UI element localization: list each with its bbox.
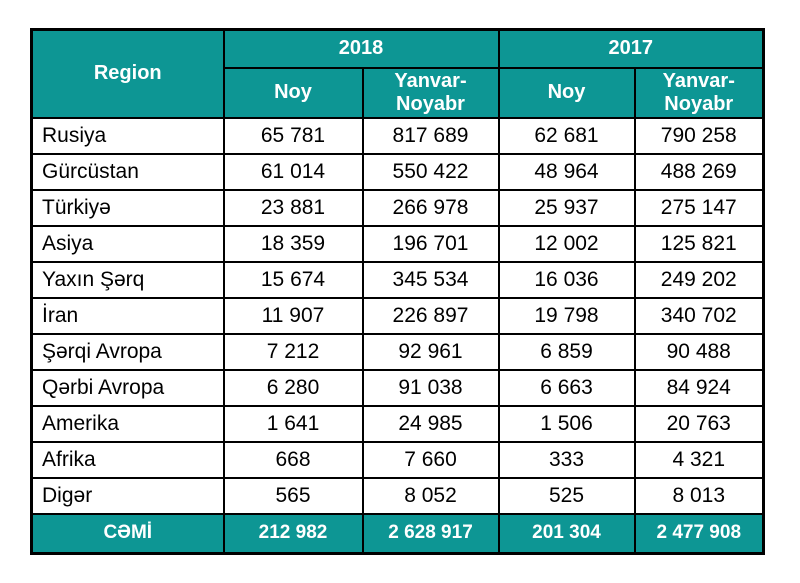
value-cell: 790 258 — [633, 116, 765, 155]
year-2018-header: 2018 — [222, 28, 500, 69]
header-row-subcolumns: Noy Yanvar-Noyabr Noy Yanvar-Noyabr — [32, 66, 765, 119]
region-cell: Yaxın Şərq — [30, 260, 225, 299]
region-cell: İran — [30, 296, 225, 335]
region-cell: Gürcüstan — [30, 152, 225, 191]
value-cell: 8 013 — [633, 476, 765, 515]
value-cell: 19 798 — [497, 296, 636, 335]
value-cell: 6 280 — [222, 368, 364, 407]
value-cell: 4 321 — [633, 440, 765, 479]
value-cell: 91 038 — [361, 368, 500, 407]
value-cell: 62 681 — [497, 116, 636, 155]
value-cell: 333 — [497, 440, 636, 479]
value-cell: 15 674 — [222, 260, 364, 299]
table-row: Asiya 18 359 196 701 12 002 125 821 — [30, 224, 765, 263]
value-cell: 1 506 — [497, 404, 636, 443]
value-cell: 125 821 — [633, 224, 765, 263]
region-cell: Şərqi Avropa — [30, 332, 225, 371]
value-cell: 196 701 — [361, 224, 500, 263]
value-cell: 65 781 — [222, 116, 364, 155]
value-cell: 25 937 — [497, 188, 636, 227]
header-row-years: Region 2018 2017 — [30, 28, 765, 119]
table-row: Şərqi Avropa 7 212 92 961 6 859 90 488 — [30, 332, 765, 371]
value-cell: 1 641 — [222, 404, 364, 443]
total-label: CƏMİ — [30, 512, 225, 555]
table-row: Rusiya 65 781 817 689 62 681 790 258 — [30, 116, 765, 155]
table-body: Rusiya 65 781 817 689 62 681 790 258 Gürcüsta… — [30, 116, 765, 515]
total-value-2017-noy: 201 304 — [497, 512, 636, 555]
value-cell: 550 422 — [361, 152, 500, 191]
value-cell: 11 907 — [222, 296, 364, 335]
total-value-2018-yanvar-noyabr: 2 628 917 — [361, 512, 500, 555]
value-cell: 90 488 — [633, 332, 765, 371]
value-cell: 345 534 — [361, 260, 500, 299]
table-row: Amerika 1 641 24 985 1 506 20 763 — [30, 404, 765, 443]
region-cell: Amerika — [30, 404, 225, 443]
region-cell: Qərbi Avropa — [30, 368, 225, 407]
value-cell: 20 763 — [633, 404, 765, 443]
value-cell: 48 964 — [497, 152, 636, 191]
value-cell: 6 859 — [497, 332, 636, 371]
table-row: Gürcüstan 61 014 550 422 48 964 488 269 — [30, 152, 765, 191]
value-cell: 92 961 — [361, 332, 500, 371]
total-value-2018-noy: 212 982 — [222, 512, 364, 555]
value-cell: 266 978 — [361, 188, 500, 227]
region-cell: Digər — [30, 476, 225, 515]
table-row: Yaxın Şərq 15 674 345 534 16 036 249 202 — [30, 260, 765, 299]
region-cell: Rusiya — [30, 116, 225, 155]
value-cell: 24 985 — [361, 404, 500, 443]
value-cell: 61 014 — [222, 152, 364, 191]
table-row: İran 11 907 226 897 19 798 340 702 — [30, 296, 765, 335]
value-cell: 249 202 — [633, 260, 765, 299]
total-value-2017-yanvar-noyabr: 2 477 908 — [633, 512, 765, 555]
value-cell: 84 924 — [633, 368, 765, 407]
regions-table: Region 2018 2017 Noy Yanvar-Noyabr Noy Y… — [30, 28, 765, 555]
value-cell: 6 663 — [497, 368, 636, 407]
col-2017-yanvar-noyabr-header: Yanvar-Noyabr — [633, 66, 765, 119]
col-2017-noy-header: Noy — [497, 66, 636, 119]
value-cell: 226 897 — [361, 296, 500, 335]
year-2017-header: 2017 — [497, 28, 765, 69]
value-cell: 817 689 — [361, 116, 500, 155]
total-row: CƏMİ 212 982 2 628 917 201 304 2 477 908 — [30, 512, 765, 555]
value-cell: 340 702 — [633, 296, 765, 335]
col-2018-noy-header: Noy — [222, 66, 364, 119]
table-header: Region 2018 2017 Noy Yanvar-Noyabr Noy Y… — [30, 28, 765, 119]
value-cell: 668 — [222, 440, 364, 479]
table-row: Afrika 668 7 660 333 4 321 — [30, 440, 765, 479]
value-cell: 16 036 — [497, 260, 636, 299]
value-cell: 275 147 — [633, 188, 765, 227]
region-cell: Türkiyə — [30, 188, 225, 227]
region-cell: Asiya — [30, 224, 225, 263]
col-2018-yanvar-noyabr-header: Yanvar-Noyabr — [361, 66, 500, 119]
value-cell: 525 — [497, 476, 636, 515]
value-cell: 565 — [222, 476, 364, 515]
value-cell: 12 002 — [497, 224, 636, 263]
region-cell: Afrika — [30, 440, 225, 479]
value-cell: 18 359 — [222, 224, 364, 263]
table-row: Qərbi Avropa 6 280 91 038 6 663 84 924 — [30, 368, 765, 407]
region-column-header: Region — [30, 28, 225, 119]
value-cell: 23 881 — [222, 188, 364, 227]
value-cell: 8 052 — [361, 476, 500, 515]
table-footer: CƏMİ 212 982 2 628 917 201 304 2 477 908 — [30, 512, 765, 555]
value-cell: 7 660 — [361, 440, 500, 479]
value-cell: 7 212 — [222, 332, 364, 371]
table-row: Digər 565 8 052 525 8 013 — [30, 476, 765, 515]
table-row: Türkiyə 23 881 266 978 25 937 275 147 — [30, 188, 765, 227]
value-cell: 488 269 — [633, 152, 765, 191]
